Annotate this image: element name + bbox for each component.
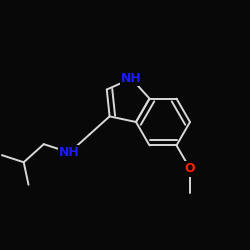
Text: NH: NH: [59, 146, 80, 159]
Text: O: O: [185, 162, 195, 175]
Text: NH: NH: [121, 72, 142, 85]
